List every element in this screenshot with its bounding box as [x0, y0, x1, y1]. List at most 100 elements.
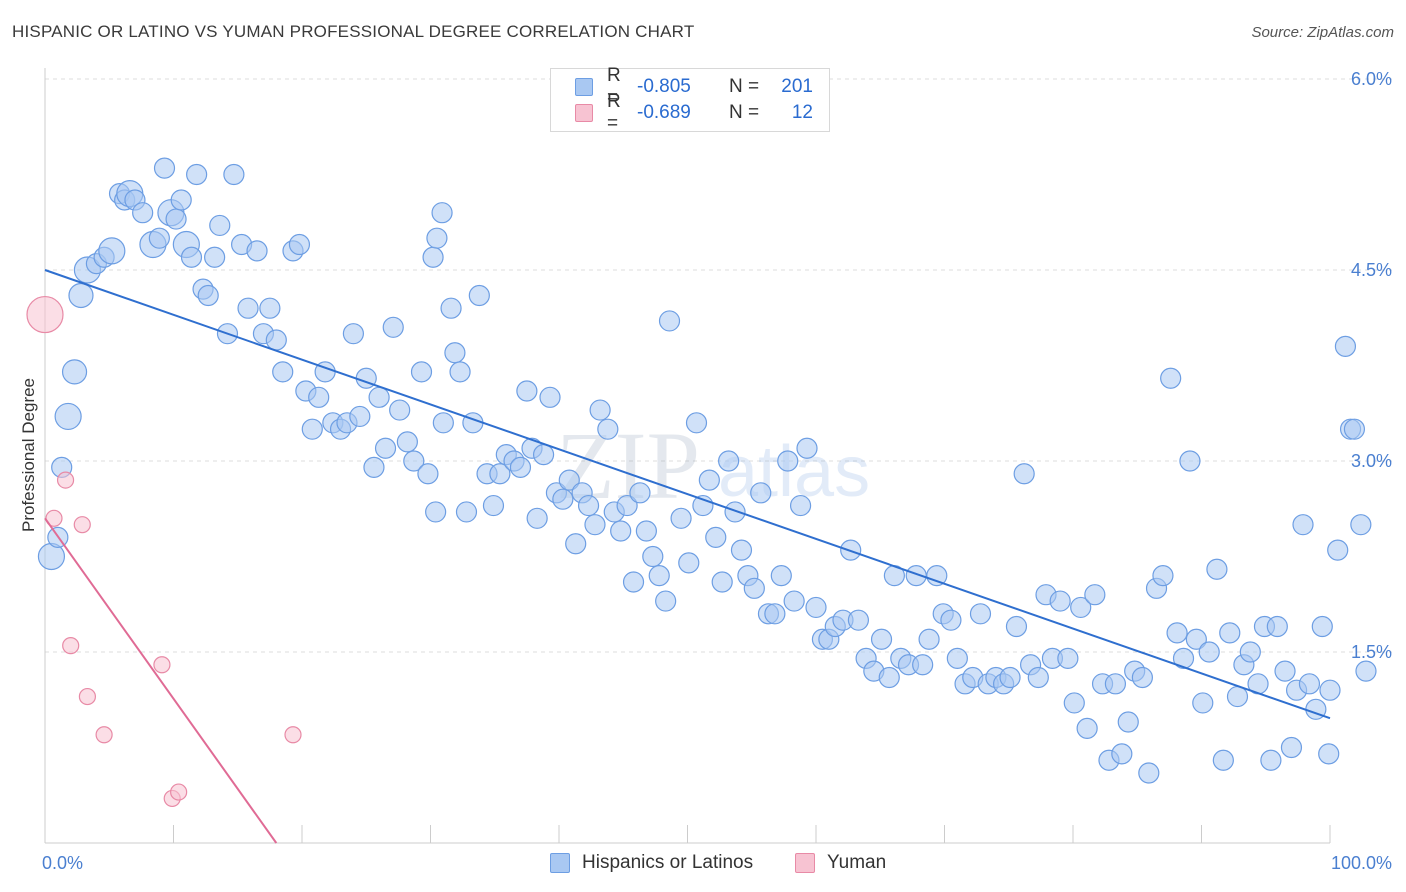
point-hispanics — [426, 227, 448, 249]
point-hispanics — [1274, 660, 1296, 682]
point-hispanics — [526, 507, 548, 529]
point-hispanics — [1185, 628, 1207, 650]
data-points — [26, 157, 1377, 808]
point-yuman — [284, 726, 302, 744]
point-hispanics — [1260, 749, 1282, 771]
point-hispanics — [1049, 590, 1071, 612]
point-hispanics — [425, 501, 447, 523]
point-hispanics — [186, 163, 208, 186]
point-hispanics — [705, 526, 727, 549]
point-hispanics — [382, 316, 404, 338]
point-hispanics — [54, 402, 82, 431]
point-hispanics — [1319, 679, 1341, 701]
point-hispanics — [368, 386, 390, 408]
point-hispanics — [1152, 564, 1174, 587]
legend-swatch-hispanics — [575, 78, 593, 96]
point-hispanics — [878, 666, 900, 689]
point-hispanics — [946, 647, 968, 669]
point-hispanics — [153, 157, 176, 179]
point-hispanics — [1160, 367, 1182, 389]
point-hispanics — [431, 202, 453, 224]
point-hispanics — [132, 202, 154, 224]
point-yuman — [62, 637, 80, 655]
point-hispanics — [1104, 673, 1127, 695]
point-hispanics — [1070, 596, 1092, 619]
x-tick-label: 100.0% — [1331, 853, 1392, 873]
point-hispanics — [1111, 743, 1133, 765]
point-hispanics — [432, 412, 454, 434]
point-hispanics — [805, 596, 827, 619]
point-hispanics — [301, 418, 323, 440]
point-hispanics — [1166, 622, 1188, 644]
source-note: Source: ZipAtlas.com — [1251, 24, 1394, 41]
legend-r-label: R = — [607, 91, 621, 134]
bottom-legend-swatch-yuman — [795, 853, 815, 873]
point-hispanics — [770, 564, 792, 587]
legend-r-value: -0.805 — [637, 76, 691, 97]
grid-lines — [45, 78, 1392, 653]
point-hispanics — [1334, 335, 1357, 357]
point-hispanics — [449, 361, 471, 383]
y-tick-label: 6.0% — [1351, 69, 1392, 89]
point-hispanics — [1005, 615, 1028, 638]
point-hispanics — [482, 494, 505, 517]
point-hispanics — [246, 240, 268, 262]
point-hispanics — [259, 297, 281, 319]
bottom-legend-label-yuman: Yuman — [827, 852, 887, 873]
point-hispanics — [1013, 463, 1035, 485]
legend-r-label: R = — [607, 65, 621, 108]
point-hispanics — [98, 237, 126, 265]
point-hispanics — [1057, 647, 1079, 669]
point-hispanics — [532, 444, 555, 466]
point-hispanics — [616, 494, 638, 517]
point-hispanics — [170, 189, 192, 211]
point-hispanics — [918, 628, 940, 650]
legend-row-yuman: R = -0.689 N = 12 — [551, 91, 813, 134]
point-yuman — [170, 783, 188, 801]
x-tick-label: 0.0% — [42, 853, 83, 873]
point-hispanics — [870, 628, 893, 650]
point-hispanics — [648, 564, 670, 587]
point-hispanics — [180, 246, 203, 268]
point-hispanics — [718, 450, 740, 472]
legend-r-value: -0.689 — [637, 102, 691, 123]
point-hispanics — [1355, 660, 1377, 682]
point-hispanics — [204, 246, 226, 268]
point-hispanics — [272, 361, 294, 383]
point-hispanics — [308, 386, 330, 408]
point-hispanics — [610, 520, 632, 542]
point-hispanics — [288, 233, 311, 256]
point-hispanics — [417, 463, 439, 485]
point-hispanics — [223, 163, 245, 186]
point-hispanics — [349, 405, 371, 428]
point-hispanics — [642, 545, 664, 568]
point-hispanics — [410, 361, 433, 383]
point-hispanics — [209, 214, 231, 237]
point-hispanics — [265, 329, 287, 351]
correlation-legend: R = -0.805 N = 201 R = -0.689 N = 12 — [550, 65, 830, 134]
point-hispanics — [1172, 647, 1195, 669]
legend-n-value: 12 — [791, 102, 813, 123]
point-hispanics — [777, 450, 799, 472]
point-yuman — [95, 726, 113, 744]
point-hispanics — [783, 590, 805, 612]
point-hispanics — [1027, 666, 1049, 689]
point-yuman — [26, 295, 64, 334]
point-hispanics — [1239, 641, 1261, 663]
point-hispanics — [1311, 615, 1333, 638]
point-hispanics — [1084, 584, 1106, 606]
point-hispanics — [597, 418, 619, 440]
point-hispanics — [577, 494, 600, 517]
point-hispanics — [1212, 749, 1234, 771]
point-hispanics — [396, 431, 418, 453]
point-hispanics — [489, 463, 511, 485]
legend-swatch-yuman — [575, 104, 593, 122]
point-hispanics — [912, 654, 934, 676]
point-hispanics — [1327, 539, 1349, 561]
point-hispanics — [969, 603, 992, 625]
y-tick-label: 4.5% — [1351, 260, 1392, 280]
point-hispanics — [622, 571, 645, 593]
point-hispanics — [440, 297, 462, 319]
point-hispanics — [455, 501, 478, 523]
y-tick-label: 1.5% — [1351, 642, 1392, 662]
